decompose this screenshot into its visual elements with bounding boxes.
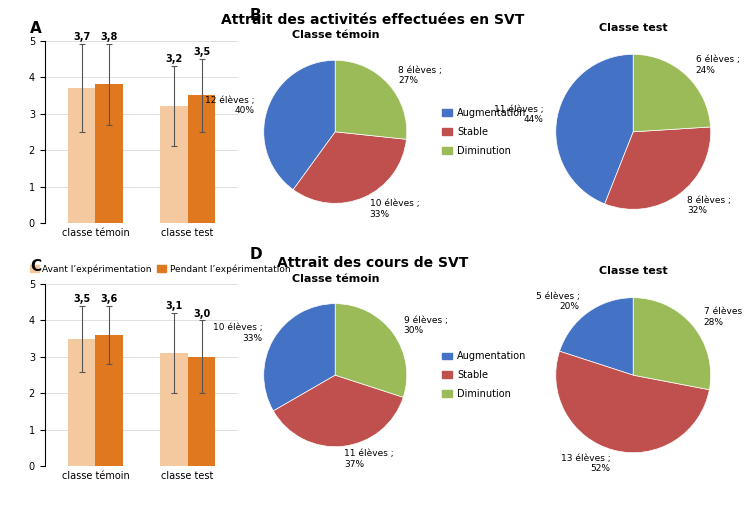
Legend: Augmentation, Stable, Diminution: Augmentation, Stable, Diminution xyxy=(439,104,530,160)
Legend: Augmentation, Stable, Diminution: Augmentation, Stable, Diminution xyxy=(439,347,530,403)
Bar xyxy=(188,357,215,466)
Text: 8 élèves ;
32%: 8 élèves ; 32% xyxy=(687,196,731,215)
Text: 6 élèves ;
24%: 6 élèves ; 24% xyxy=(696,55,740,75)
Bar xyxy=(160,106,188,223)
Wedge shape xyxy=(559,298,633,375)
Wedge shape xyxy=(264,304,335,411)
Legend: Avant l’expérimentation, Pendant l’expérimentation: Avant l’expérimentation, Pendant l’expér… xyxy=(26,504,294,507)
Text: 3,0: 3,0 xyxy=(193,309,210,318)
Legend: Avant l’expérimentation, Pendant l’expérimentation: Avant l’expérimentation, Pendant l’expér… xyxy=(26,261,294,277)
Bar xyxy=(160,353,188,466)
Text: 11 élèves ;
37%: 11 élèves ; 37% xyxy=(344,449,393,469)
Text: Attrait des cours de SVT: Attrait des cours de SVT xyxy=(277,256,468,270)
Title: Classe témoin: Classe témoin xyxy=(291,274,379,283)
Text: 8 élèves ;
27%: 8 élèves ; 27% xyxy=(398,65,442,85)
Text: Attrait des activités effectuées en SVT: Attrait des activités effectuées en SVT xyxy=(221,13,524,27)
Text: C: C xyxy=(30,259,41,274)
Wedge shape xyxy=(633,298,711,390)
Text: 3,2: 3,2 xyxy=(165,54,183,64)
Text: D: D xyxy=(250,246,262,262)
Text: A: A xyxy=(30,21,42,36)
Wedge shape xyxy=(605,127,711,209)
Bar xyxy=(95,84,123,223)
Wedge shape xyxy=(335,304,407,397)
Title: Classe témoin: Classe témoin xyxy=(291,30,379,40)
Wedge shape xyxy=(556,54,633,204)
Wedge shape xyxy=(264,60,335,190)
Text: 9 élèves ;
30%: 9 élèves ; 30% xyxy=(404,316,448,335)
Wedge shape xyxy=(294,132,406,203)
Text: 12 élèves ;
40%: 12 élèves ; 40% xyxy=(206,96,255,116)
Wedge shape xyxy=(335,60,407,139)
Text: B: B xyxy=(250,8,261,23)
Wedge shape xyxy=(633,54,711,132)
Wedge shape xyxy=(273,375,403,447)
Bar xyxy=(95,335,123,466)
Title: Classe test: Classe test xyxy=(599,23,668,33)
Wedge shape xyxy=(556,351,709,453)
Text: 3,1: 3,1 xyxy=(165,301,183,311)
Text: 7 élèves ;
28%: 7 élèves ; 28% xyxy=(704,307,745,327)
Text: 13 élèves ;
52%: 13 élèves ; 52% xyxy=(561,454,610,474)
Bar xyxy=(68,88,95,223)
Text: 10 élèves ;
33%: 10 élèves ; 33% xyxy=(370,199,419,219)
Title: Classe test: Classe test xyxy=(599,266,668,276)
Text: 11 élèves ;
44%: 11 élèves ; 44% xyxy=(494,105,543,124)
Text: 3,7: 3,7 xyxy=(73,32,90,43)
Text: 3,5: 3,5 xyxy=(193,47,210,57)
Text: 10 élèves ;
33%: 10 élèves ; 33% xyxy=(212,323,262,343)
Text: 3,6: 3,6 xyxy=(101,294,118,304)
Text: 3,8: 3,8 xyxy=(101,32,118,43)
Bar xyxy=(188,95,215,223)
Bar xyxy=(68,339,95,466)
Text: 3,5: 3,5 xyxy=(73,294,90,304)
Text: 5 élèves ;
20%: 5 élèves ; 20% xyxy=(536,292,580,311)
